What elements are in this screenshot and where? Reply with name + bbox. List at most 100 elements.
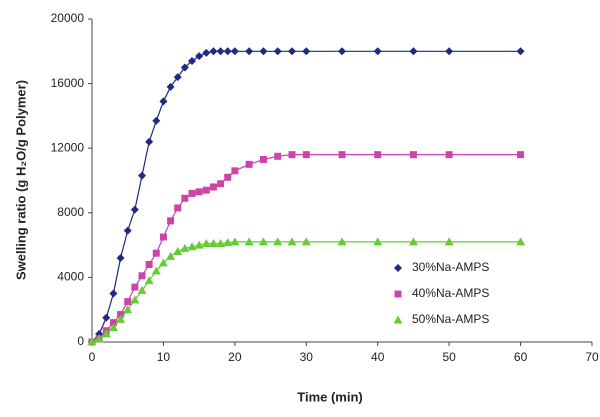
marker: [180, 63, 189, 72]
marker: [117, 311, 125, 319]
marker: [288, 47, 296, 56]
marker: [145, 137, 154, 146]
marker: [137, 285, 147, 294]
marker: [138, 171, 146, 180]
marker: [195, 188, 203, 196]
marker: [166, 82, 175, 91]
marker: [208, 238, 218, 247]
y-tick-label: 4000: [57, 270, 84, 284]
marker: [102, 313, 111, 322]
marker: [202, 186, 210, 194]
marker: [224, 173, 232, 181]
marker: [517, 151, 525, 159]
marker: [409, 47, 418, 56]
marker: [301, 237, 311, 246]
marker: [245, 47, 254, 56]
legend-label: 30%Na-AMPS: [412, 260, 489, 274]
x-tick-label: 10: [157, 350, 171, 364]
marker: [173, 73, 182, 82]
x-tick-label: 70: [585, 350, 599, 364]
marker: [245, 160, 253, 168]
marker: [516, 237, 526, 246]
marker: [516, 47, 525, 56]
marker: [288, 151, 296, 159]
marker: [394, 264, 402, 272]
marker: [244, 237, 254, 246]
marker: [131, 283, 139, 291]
x-tick-label: 60: [514, 350, 528, 364]
marker: [394, 290, 402, 298]
y-tick-label: 0: [77, 334, 84, 348]
marker: [337, 237, 347, 246]
marker: [123, 226, 132, 235]
marker: [188, 56, 196, 65]
marker: [194, 240, 204, 249]
marker: [130, 205, 139, 214]
marker: [373, 237, 383, 246]
marker: [209, 47, 218, 56]
marker: [216, 47, 225, 56]
marker: [108, 322, 118, 331]
marker: [259, 47, 268, 56]
marker: [180, 243, 190, 252]
marker: [445, 47, 454, 56]
marker: [158, 258, 168, 267]
y-tick-label: 12000: [51, 140, 85, 154]
marker: [173, 247, 183, 256]
x-tick-label: 20: [228, 350, 242, 364]
marker: [144, 276, 154, 285]
marker: [231, 167, 239, 175]
marker: [230, 237, 240, 246]
marker: [159, 97, 168, 106]
legend-label: 50%Na-AMPS: [412, 312, 489, 326]
marker: [273, 47, 282, 56]
marker: [287, 237, 297, 246]
marker: [159, 233, 167, 241]
marker: [230, 47, 239, 56]
x-axis-label: Time (min): [297, 389, 363, 404]
marker: [374, 151, 382, 159]
y-tick-label: 20000: [51, 11, 85, 25]
y-axis-label: Swelling ratio (g H₂O/g Polymer): [13, 80, 28, 280]
marker: [116, 254, 125, 263]
marker: [302, 151, 310, 159]
marker: [408, 237, 418, 246]
marker: [151, 266, 161, 275]
marker: [273, 237, 283, 246]
marker: [124, 298, 132, 306]
marker: [259, 156, 267, 164]
x-tick-label: 50: [442, 350, 456, 364]
marker: [202, 48, 211, 57]
marker: [152, 249, 160, 257]
marker: [87, 337, 97, 346]
marker: [223, 238, 233, 247]
marker: [409, 151, 417, 159]
x-tick-label: 40: [371, 350, 385, 364]
marker: [94, 334, 104, 343]
marker: [166, 251, 176, 260]
marker: [181, 194, 189, 202]
marker: [373, 47, 382, 56]
marker: [187, 242, 197, 251]
legend-label: 40%Na-AMPS: [412, 286, 489, 300]
marker: [302, 47, 311, 56]
marker: [109, 319, 117, 327]
marker: [445, 151, 453, 159]
marker: [338, 47, 346, 56]
marker: [223, 47, 232, 56]
marker: [393, 315, 403, 324]
marker: [188, 189, 196, 197]
y-tick-label: 16000: [51, 76, 85, 90]
marker: [152, 116, 161, 125]
marker: [338, 151, 346, 159]
marker: [101, 329, 111, 338]
marker: [109, 289, 118, 298]
marker: [123, 305, 133, 314]
y-tick-label: 8000: [57, 205, 84, 219]
marker: [258, 237, 268, 246]
marker: [274, 152, 282, 160]
marker: [217, 180, 225, 188]
x-tick-label: 30: [300, 350, 314, 364]
marker: [138, 272, 146, 280]
